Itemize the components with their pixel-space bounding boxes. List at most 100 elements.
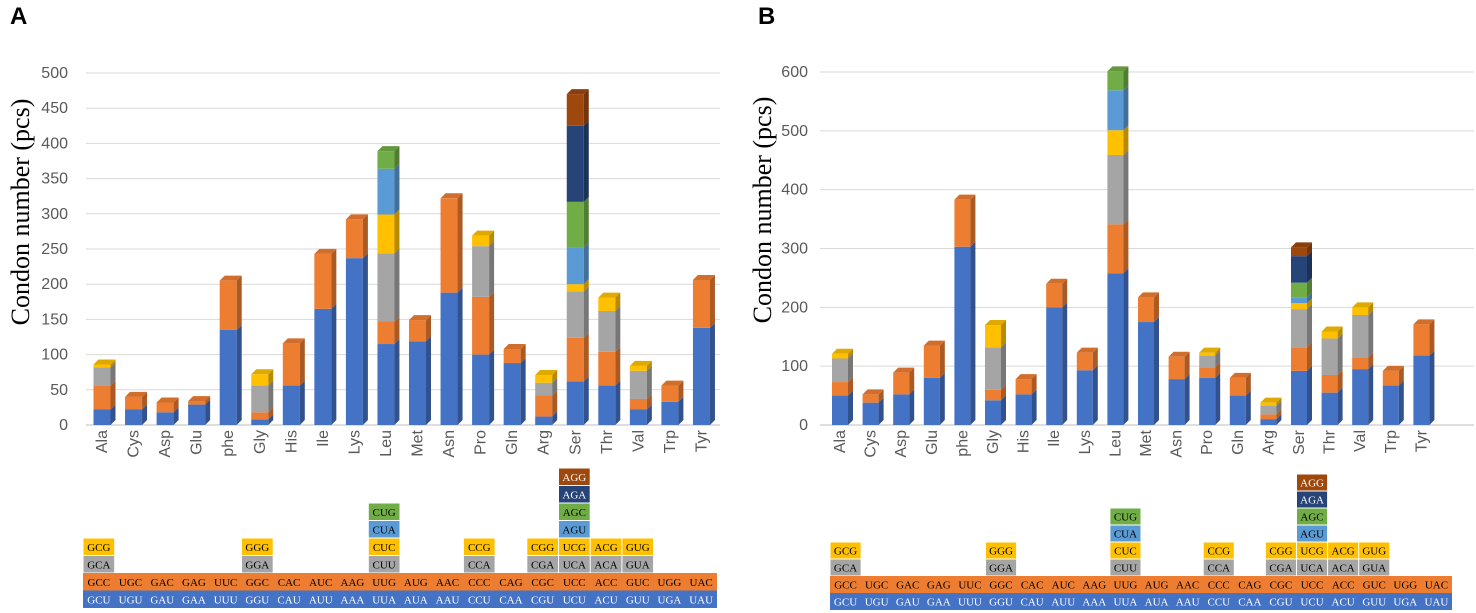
bar-arg [535, 370, 558, 425]
codon-cell [986, 559, 1017, 576]
bar-segment [1352, 314, 1369, 358]
bar-segment-side [205, 399, 211, 425]
bar-segment [1046, 283, 1063, 308]
bar-segment-side [552, 411, 558, 425]
codon-label: CUC [373, 542, 396, 554]
bar-segment-side [1001, 319, 1006, 348]
bar-segment-side [552, 377, 558, 396]
codon-cell [559, 521, 590, 538]
bar-segment-side [878, 389, 884, 403]
bar-segment [1291, 256, 1307, 283]
bar-segment [188, 404, 206, 425]
bar-segment [629, 409, 647, 425]
bar-segment-side [1123, 149, 1129, 225]
bar-segment-side [1307, 251, 1312, 283]
bar-segment [377, 151, 395, 169]
bar-segment [251, 374, 269, 386]
bar-ile [1046, 278, 1068, 425]
bar-segment [440, 198, 458, 293]
codon-label: UAC [690, 577, 713, 589]
codon-label: AAG [1082, 580, 1106, 592]
bar-segment [93, 364, 111, 368]
bar-segment-side [1307, 304, 1312, 348]
bar-segment-side [1307, 242, 1312, 257]
codon-label: CCA [1207, 563, 1230, 575]
bar-segment-side [678, 396, 684, 425]
codon-label: UUU [958, 597, 982, 609]
codon-label: ACA [1332, 563, 1355, 575]
bar-segment [862, 394, 879, 403]
bar-segment-side [268, 380, 274, 413]
bar-segment-side [1337, 333, 1343, 375]
bar-top [345, 214, 368, 220]
bar-segment [1352, 369, 1369, 425]
codon-label: UAU [1425, 597, 1449, 609]
bar-segment [535, 395, 553, 417]
bar-segment [125, 396, 143, 410]
bar-segment [832, 353, 848, 359]
bar-segment [1107, 224, 1124, 274]
codon-label: UUC [214, 577, 237, 589]
bar-segment-side [583, 120, 589, 202]
bar-tyr [1413, 319, 1435, 425]
codon-cell [830, 559, 861, 576]
bar-segment [251, 419, 269, 425]
bar-top [1352, 302, 1374, 308]
x-tick-label: Arg [1260, 430, 1277, 455]
bar-segment [535, 382, 553, 396]
codon-label: AAU [436, 594, 460, 606]
bar-segment [923, 377, 940, 425]
bar-segment-side [1154, 292, 1159, 323]
bar-gln [503, 343, 526, 425]
bar-segment [985, 324, 1001, 348]
bar-segment [219, 329, 237, 425]
bar-lys [1076, 347, 1098, 425]
codon-row-band [83, 573, 717, 591]
bar-top [629, 360, 652, 366]
codon-label: UCG [563, 542, 586, 554]
codon-label: GCU [834, 597, 857, 609]
bar-segment [1199, 377, 1216, 425]
bar-segment-side [1368, 309, 1374, 358]
bar-segment-side [678, 380, 684, 402]
bar-segment [472, 296, 490, 355]
codon-label: GCU [87, 594, 110, 606]
codon-cell [1297, 559, 1328, 576]
codon-label: CGG [531, 542, 554, 554]
x-tick-label: phe [954, 430, 971, 457]
bar-segment-side [489, 349, 495, 425]
codon-label: CCG [468, 542, 491, 554]
bar-segment-side [1062, 302, 1068, 425]
bar-segment [1321, 374, 1338, 393]
x-tick-label: Asp [157, 430, 174, 458]
bar-ile [314, 248, 337, 425]
bar-segment-side [1337, 387, 1343, 425]
bar-segment [832, 395, 848, 425]
bar-segment [598, 310, 616, 352]
bar-segment [598, 385, 616, 425]
codon-label: ACC [1332, 580, 1355, 592]
x-tick-label: Cys [126, 430, 143, 458]
bar-segment-side [110, 362, 116, 386]
bar-top [472, 230, 495, 236]
codon-cell [368, 521, 400, 538]
codon-label: UUA [1114, 597, 1138, 609]
x-tick-label: Arg [536, 430, 553, 455]
bar-segment [1168, 356, 1185, 380]
bar-segment [377, 168, 395, 215]
bar-top [862, 389, 884, 395]
bar-top [156, 397, 179, 403]
bar-pro [1199, 347, 1221, 425]
codon-label: UGU [865, 597, 889, 609]
codon-label: CUC [1114, 546, 1137, 558]
bar-segment-side [1398, 380, 1404, 425]
bar-segment [409, 320, 426, 342]
bar-segment-side [1245, 390, 1251, 425]
codon-label: UGC [865, 580, 888, 592]
bar-segment-side [709, 274, 715, 328]
bar-segment [1382, 385, 1399, 425]
codon-label: AUG [1145, 580, 1169, 592]
bar-top [954, 194, 976, 200]
codon-label: AUA [404, 594, 428, 606]
